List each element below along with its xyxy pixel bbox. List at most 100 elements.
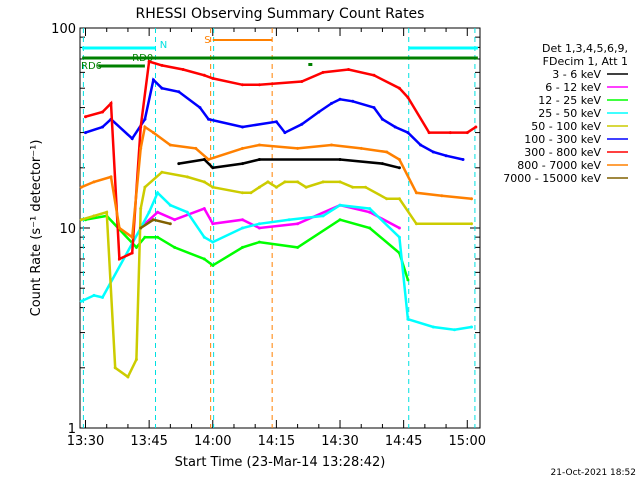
series-point: [385, 150, 389, 154]
series-point: [406, 95, 410, 99]
series-point: [134, 245, 138, 249]
series-point: [287, 218, 291, 222]
series-point: [461, 158, 465, 161]
legend-entry-label: 7000 - 15000 keV: [503, 172, 601, 185]
series-point: [338, 218, 342, 222]
series-point: [338, 180, 342, 184]
RD0-label: RD0: [132, 53, 153, 64]
legend-entry-label: 800 - 7000 keV: [517, 159, 601, 172]
y-axis-label: Count Rate (s⁻¹ detector⁻¹): [29, 140, 44, 317]
series-point: [414, 191, 418, 195]
series-line-4: [80, 170, 472, 379]
series-point: [143, 185, 147, 189]
series-point: [113, 366, 117, 370]
series-point: [143, 117, 147, 121]
series-point: [134, 358, 138, 361]
chart-title: RHESSI Observing Summary Count Rates: [136, 6, 425, 22]
series-point: [368, 226, 372, 230]
series-point: [211, 240, 215, 244]
RD6-label: RD6: [81, 61, 102, 72]
N-label: N: [160, 40, 167, 51]
series-point: [364, 185, 367, 189]
series-point: [211, 185, 215, 189]
y-tick-label: 100: [51, 22, 76, 37]
series-point: [185, 175, 189, 179]
series-point: [241, 125, 244, 129]
series-point: [241, 83, 244, 87]
series-point: [156, 210, 160, 214]
legend-header: FDecim 1, Att 1: [543, 55, 628, 68]
series-point: [151, 78, 155, 82]
x-tick-label: 13:45: [130, 434, 167, 449]
legend: Det 1,3,4,5,6,9,FDecim 1, Att 13 - 6 keV…: [503, 42, 628, 185]
x-tick-label: 14:30: [321, 434, 358, 449]
series-point: [151, 218, 155, 222]
series-point: [207, 158, 210, 161]
timestamp: 21-Oct-2021 18:52: [551, 468, 636, 478]
series-point: [241, 245, 244, 249]
legend-entry-label: 100 - 300 keV: [524, 133, 601, 146]
series-point: [173, 218, 177, 222]
series-point: [105, 210, 109, 214]
axis-ticks: 13:30 13:45 14:00 14:15 14:30 14:45 15:00 1 10 10…: [51, 22, 486, 449]
series-point: [92, 293, 96, 297]
series-point: [453, 328, 456, 332]
series-point: [406, 278, 410, 282]
series-point: [130, 137, 134, 141]
series-point: [257, 143, 261, 147]
series-point: [266, 180, 270, 184]
series-point: [338, 158, 342, 161]
series-point: [177, 162, 181, 166]
series-point: [397, 166, 401, 170]
series-point: [101, 110, 104, 114]
series-point: [156, 235, 160, 239]
series-point: [351, 185, 355, 189]
series-point: [300, 80, 304, 83]
rd-marker: [308, 63, 313, 66]
series-point: [156, 191, 160, 195]
legend-entry-label: 12 - 25 keV: [538, 94, 601, 107]
series-point: [202, 158, 206, 161]
x-axis-label: Start Time (23-Mar-14 13:28:42): [175, 455, 386, 470]
series-point: [241, 218, 244, 222]
series-point: [139, 226, 143, 230]
series-point: [397, 86, 401, 90]
series-point: [160, 170, 164, 174]
series-point: [465, 131, 469, 135]
series-point: [431, 325, 435, 329]
series-point: [84, 115, 87, 119]
series-point: [338, 97, 342, 101]
series-point: [130, 235, 134, 239]
S-label: S: [204, 35, 210, 46]
series-point: [296, 180, 300, 184]
x-tick-label: 15:00: [449, 434, 486, 449]
series-point: [283, 131, 287, 135]
series-point: [257, 83, 261, 87]
series-point: [380, 162, 384, 166]
series-point: [470, 197, 473, 201]
series-point: [274, 185, 278, 189]
x-tick-label: 14:45: [385, 434, 422, 449]
series-point: [380, 117, 384, 121]
series-point: [427, 131, 431, 135]
series-point: [202, 257, 206, 261]
legend-entry-label: 6 - 12 keV: [545, 81, 601, 94]
series-point: [300, 122, 304, 126]
series-point: [448, 131, 452, 135]
legend-entry-label: 25 - 50 keV: [538, 107, 601, 120]
series-point: [347, 68, 350, 71]
series-point: [257, 240, 261, 244]
series-point: [160, 63, 164, 67]
series-point: [330, 143, 333, 147]
series-point: [211, 166, 215, 170]
series-point: [372, 73, 376, 77]
series-point: [130, 251, 134, 255]
series-point: [474, 125, 478, 129]
series-point: [241, 226, 244, 230]
series-point: [296, 245, 300, 249]
series-point: [330, 101, 333, 105]
series-point: [160, 86, 164, 90]
series-point: [338, 203, 342, 207]
legend-entry-label: 3 - 6 keV: [552, 68, 601, 81]
series-point: [147, 60, 151, 63]
